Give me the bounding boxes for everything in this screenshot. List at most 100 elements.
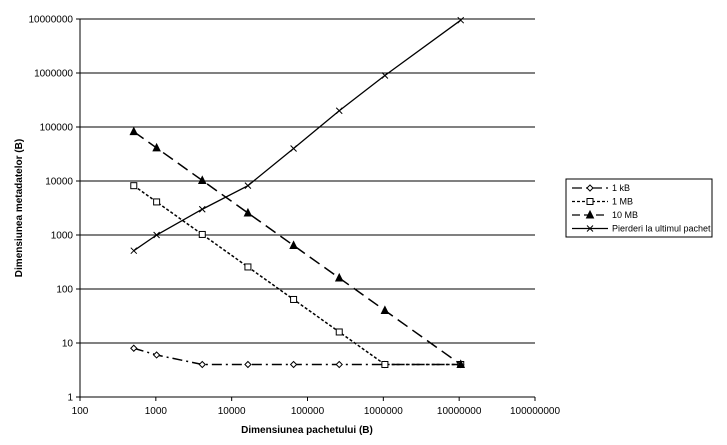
x-tick-label: 1000000 [364, 406, 403, 417]
x-tick-label: 100000 [291, 406, 325, 417]
data-point [198, 205, 206, 213]
marker-diamond [335, 360, 343, 369]
marker-diamond [244, 360, 252, 369]
marker-x-stroke [335, 107, 343, 115]
x-tick-label: 10000000 [437, 406, 482, 417]
marker-triangle [152, 142, 161, 152]
legend-marker [586, 184, 594, 192]
x-tick-label: 100 [72, 406, 89, 417]
legend-marker [586, 225, 594, 232]
legend-label: Pierderi la ultimul pachet [612, 224, 711, 234]
x-tick-label: 100000000 [510, 406, 560, 417]
y-tick-label: 1000000 [34, 69, 73, 80]
legend-label: 1 MB [612, 197, 633, 207]
data-point [380, 305, 390, 314]
data-point [197, 175, 207, 184]
data-point [244, 182, 252, 190]
marker-x-stroke [130, 247, 138, 255]
data-point [198, 360, 206, 369]
data-point [129, 126, 139, 136]
series-2 [130, 182, 465, 368]
y-tick-label: 1000 [51, 231, 74, 242]
data-point [198, 230, 206, 238]
series-4 [130, 16, 465, 255]
data-point [381, 360, 389, 368]
marker-diamond [198, 360, 206, 369]
marker-diamond [586, 184, 594, 192]
marker-diamond [152, 351, 161, 359]
y-tick-label: 10 [62, 339, 74, 350]
series-line [133, 19, 462, 252]
data-point [130, 247, 138, 255]
legend-entry: Pierderi la ultimul pachet [572, 224, 711, 234]
y-axis-title: Dimensiunea metadatelor (B) [14, 139, 25, 277]
marker-triangle [129, 126, 139, 136]
marker-x-stroke [290, 145, 297, 152]
marker-x-stroke [381, 72, 389, 79]
x-axis-ticks: 100 1000 10000 100000 1000000 10000000 1000000… [72, 397, 560, 417]
y-axis-ticks: 1 10 100 1000 10000 100000 1000000 10000000 [29, 15, 80, 404]
series-line [133, 131, 462, 366]
legend-label: 1 kB [612, 183, 630, 193]
marker-triangle [197, 175, 207, 184]
data-point [130, 182, 138, 190]
data-point [457, 16, 465, 24]
data-point [130, 344, 138, 352]
marker-x-stroke [153, 231, 160, 239]
data-point [335, 360, 343, 369]
legend-entry: 1 kB [572, 183, 630, 193]
legend-label: 10 MB [612, 210, 638, 220]
data-point [243, 207, 253, 217]
data-point [152, 142, 161, 152]
data-point [290, 295, 298, 303]
series-group [129, 16, 466, 369]
y-tick-label: 10000 [45, 177, 73, 188]
series-line [133, 347, 461, 366]
marker-x-stroke [586, 225, 594, 232]
data-point [381, 72, 389, 79]
legend-entry: 1 MB [572, 197, 633, 207]
marker-square [198, 230, 206, 238]
data-point [289, 360, 298, 369]
marker-triangle [243, 207, 253, 217]
y-tick-label: 10000000 [29, 15, 74, 26]
data-point [153, 198, 161, 206]
data-point [335, 328, 343, 336]
y-tick-label: 100 [56, 285, 73, 296]
y-tick-label: 100000 [40, 123, 74, 134]
data-point [456, 359, 466, 368]
data-point [152, 351, 161, 359]
marker-triangle [289, 240, 298, 249]
legend-entry: 10 MB [572, 209, 638, 220]
marker-square [244, 263, 252, 271]
data-point [289, 240, 298, 249]
marker-triangle [456, 359, 466, 368]
marker-square [586, 198, 594, 205]
marker-diamond [130, 344, 138, 352]
data-point [153, 231, 160, 239]
marker-square [153, 198, 161, 206]
data-point [334, 272, 344, 282]
marker-square [290, 295, 298, 303]
data-point [244, 360, 252, 369]
series-3 [129, 126, 466, 368]
legend: 1 kB 1 MB 10 MB Pierderi la ultimul pachet [572, 183, 711, 234]
marker-square [130, 182, 138, 190]
marker-x-stroke [457, 16, 465, 24]
marker-triangle [334, 272, 344, 282]
x-tick-label: 10000 [218, 406, 246, 417]
marker-diamond [289, 360, 298, 369]
marker-x-stroke [244, 182, 252, 190]
marker-triangle [380, 305, 390, 314]
x-tick-label: 1000 [145, 406, 168, 417]
marker-square [335, 328, 343, 336]
data-point [244, 263, 252, 271]
series-line [133, 185, 461, 366]
x-axis-title: Dimensiunea pachetului (B) [241, 425, 373, 436]
marker-x-stroke [198, 205, 206, 213]
marker-triangle [585, 209, 595, 219]
data-point [290, 145, 297, 152]
plot-area [80, 19, 535, 397]
legend-marker [586, 198, 594, 205]
